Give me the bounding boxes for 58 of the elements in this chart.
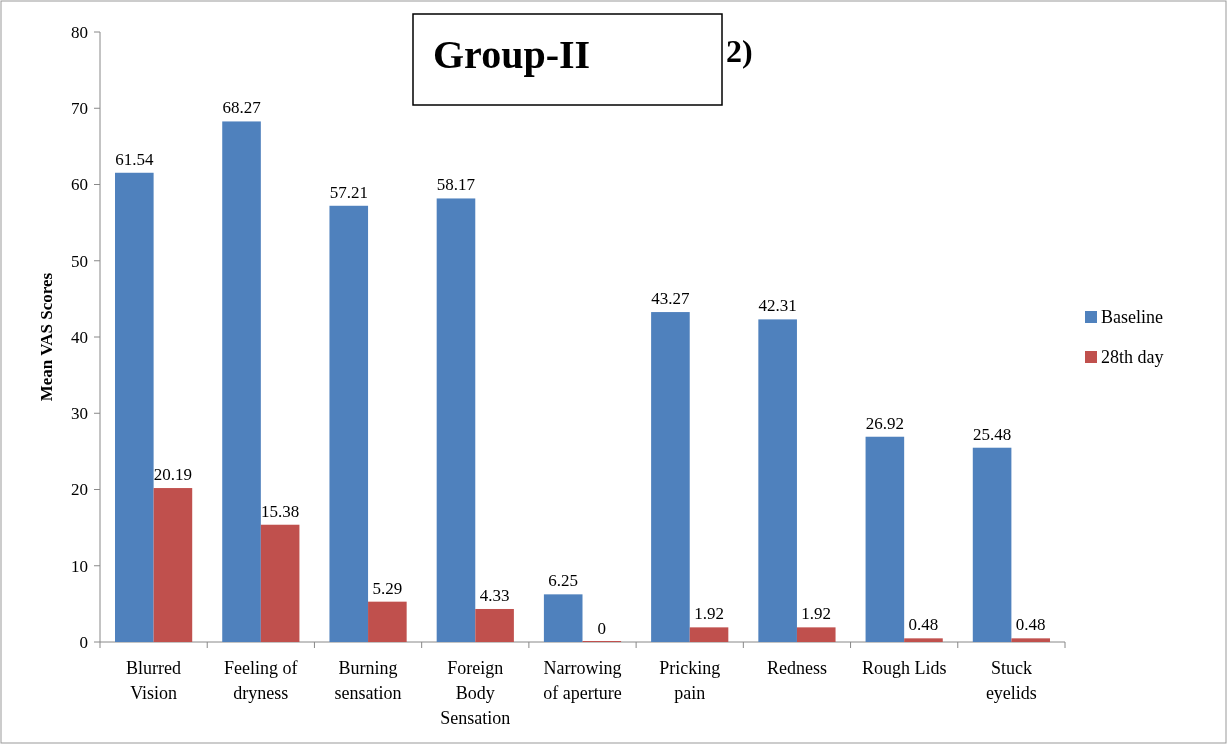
data-label: 4.33 [479, 585, 510, 605]
bar [329, 205, 369, 642]
x-tick-label: Redness [766, 658, 827, 678]
chart-title: Group-II [433, 32, 591, 77]
data-label: 15.38 [261, 501, 300, 521]
data-label: 68.27 [222, 98, 262, 118]
bar [222, 121, 261, 642]
x-tick-label: Stuck eyelids [985, 658, 1037, 703]
data-label: 42.31 [758, 296, 797, 316]
bar [758, 319, 797, 642]
x-tick-label: Burning sensation [334, 658, 402, 703]
x-tick-label: Blurred Vision [126, 658, 182, 703]
bar [865, 436, 905, 642]
y-tick-label: 30 [71, 404, 88, 424]
bar [475, 608, 514, 642]
bar [972, 447, 1012, 642]
bar [651, 312, 690, 642]
bar [260, 524, 300, 642]
bar [904, 638, 943, 642]
y-axis-title: Mean VAS Scores [37, 272, 56, 402]
x-tick-label: Rough Lids [861, 658, 947, 678]
data-label: 1.92 [801, 604, 832, 624]
x-tick-label: Foreign Body Sensation [440, 658, 511, 728]
x-tick-label: Narrowing of aperture [543, 658, 622, 703]
data-label: 5.29 [372, 578, 403, 598]
bar [1011, 638, 1050, 642]
x-tick-label: Pricking pain [659, 658, 721, 703]
y-tick-label: 80 [71, 22, 88, 42]
y-tick-label: 50 [71, 251, 88, 271]
bar [689, 627, 729, 642]
x-tick-label: Feeling of dryness [224, 658, 298, 703]
y-tick-label: 10 [71, 556, 88, 576]
bar [153, 488, 193, 642]
y-tick-label: 20 [71, 480, 88, 500]
legend-label: 28th day [1101, 347, 1164, 368]
data-label: 43.27 [651, 289, 691, 309]
data-label: 20.19 [153, 465, 193, 485]
data-label: 26.92 [865, 413, 904, 433]
bar [796, 627, 836, 642]
data-label: 0.48 [1015, 615, 1046, 635]
data-label: 25.48 [972, 424, 1012, 444]
data-label: 61.54 [115, 149, 154, 169]
y-tick-label: 60 [71, 175, 88, 195]
data-label: 1.92 [694, 604, 724, 624]
y-tick-label: 70 [71, 99, 88, 119]
bar [115, 172, 154, 642]
y-tick-label: 0 [79, 632, 88, 652]
y-tick-label: 40 [71, 327, 88, 347]
data-label: 58.17 [436, 175, 476, 195]
annotation: 2) [726, 33, 753, 69]
data-label: 6.25 [548, 571, 579, 591]
data-label: 0.48 [908, 615, 939, 635]
bar [436, 198, 476, 642]
bar [368, 601, 407, 642]
legend-label: Baseline [1101, 307, 1163, 328]
data-label: 0 [597, 619, 607, 638]
data-label: 57.21 [329, 182, 368, 202]
bar [543, 594, 583, 642]
